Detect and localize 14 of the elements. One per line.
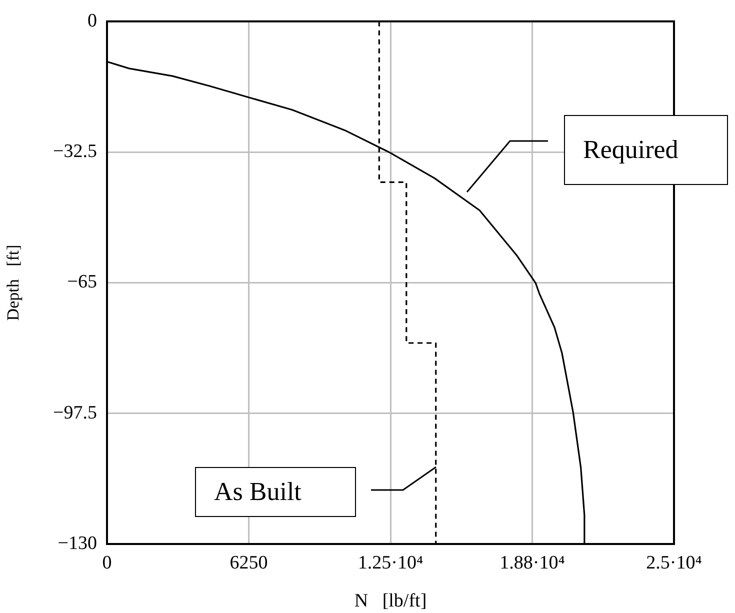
- y-tick-label: −32.5: [53, 141, 97, 162]
- y-tick-label: −65: [67, 272, 97, 293]
- x-tick-label: 1.88·10⁴: [500, 552, 566, 574]
- y-axis-title: Depth [ft]: [4, 244, 23, 321]
- annotation: As Built: [214, 477, 302, 507]
- x-tick-label: 0: [102, 552, 112, 574]
- x-tick-label: 6250: [230, 552, 268, 574]
- annotation: Required: [583, 135, 678, 165]
- x-tick-label: 2.5·10⁴: [646, 552, 702, 574]
- x-tick-label: 1.25·10⁴: [358, 552, 424, 574]
- y-tick-label: 0: [88, 10, 97, 32]
- y-tick-label: −130: [58, 532, 97, 554]
- y-tick-label: −97.5: [53, 402, 97, 424]
- x-axis-title: N [lb/ft]: [354, 590, 427, 612]
